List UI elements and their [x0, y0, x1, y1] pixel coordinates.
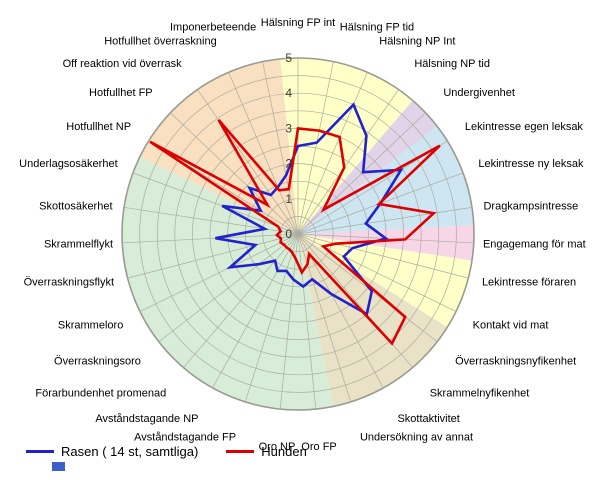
axis-label-27: Hotfullhet FP	[89, 87, 153, 99]
radial-tick-1: 1	[285, 192, 292, 206]
axis-label-8: Engagemang för mat	[483, 238, 586, 250]
series-polygon-hunden	[149, 119, 441, 346]
legend: Rasen ( 14 st, samtliga) Hunden	[26, 444, 307, 459]
axis-label-14: Undersökning av annat	[360, 431, 473, 443]
legend-label-hunden: Hunden	[261, 444, 307, 459]
axis-label-29: Hotfullhet överraskning	[104, 36, 217, 48]
axis-label-3: Hälsning NP tid	[414, 58, 490, 70]
axis-label-24: Skottosäkerhet	[39, 201, 112, 213]
grid-spoke	[297, 233, 413, 368]
radial-tick-2: 2	[285, 157, 292, 171]
grid-spoke	[170, 112, 299, 235]
axis-label-16: Oro NP	[259, 441, 296, 453]
grid-spoke	[297, 207, 473, 235]
grid-spoke	[297, 233, 317, 410]
grid-spoke	[244, 233, 299, 403]
radial-tick-5: 5	[285, 51, 292, 65]
sector-wedge-3	[298, 225, 474, 261]
axis-label-17: Avståndstagande FP	[134, 431, 236, 443]
grid-spoke	[197, 89, 299, 235]
legend-item-rasen: Rasen ( 14 st, samtliga)	[26, 444, 198, 459]
grid-spoke	[297, 233, 384, 389]
grid-spoke	[139, 233, 299, 312]
grid-spoke	[183, 233, 299, 368]
legend-swatch-hunden	[226, 450, 255, 453]
axis-label-21: Skrammeloro	[58, 320, 123, 332]
axis-label-11: Överraskningsnyfikenhet	[455, 356, 576, 368]
grid-spoke	[297, 72, 368, 235]
grid-spoke	[297, 61, 334, 235]
axis-label-12: Skrammelnyfikenhet	[430, 387, 530, 399]
axis-label-6: Lekintresse ny leksak	[478, 158, 584, 170]
legend-swatch-rasen	[26, 450, 54, 453]
grid-spoke	[127, 233, 299, 279]
grid-spoke	[158, 233, 299, 343]
axis-label-0: Hälsning FP int	[261, 17, 335, 29]
axis-label-2: Hälsning NP Int	[379, 36, 455, 48]
axis-label-9: Lekintresse föraren	[482, 277, 576, 289]
axis-label-20: Överraskningsoro	[54, 356, 141, 368]
axis-label-15: Oro FP	[301, 441, 336, 453]
sector-wedge-6	[122, 156, 334, 410]
axis-label-19: Förarbundenhet promenad	[35, 387, 166, 399]
axis-label-28: Off reaktion vid överrask	[63, 58, 183, 70]
axis-label-23: Skrammelflykt	[44, 238, 113, 250]
axis-label-5: Lekintresse egen leksak	[465, 121, 584, 133]
axis-label-1: Hälsning FP tid	[340, 22, 414, 34]
grid-spoke	[228, 72, 299, 235]
axis-label-26: Hotfullhet NP	[66, 121, 131, 133]
axis-label-7: Dragkampsintresse	[483, 201, 578, 213]
grid-spoke	[122, 233, 299, 244]
axis-label-13: Skottaktivitet	[397, 413, 459, 425]
grid-spoke	[212, 233, 299, 389]
axis-label-25: Underlagsosäkerhet	[19, 158, 117, 170]
grid-spoke	[123, 207, 299, 235]
grid-spoke	[297, 89, 399, 235]
radial-tick-0: 0	[285, 227, 292, 241]
sector-wedge-4	[298, 234, 472, 328]
axis-label-10: Kontakt vid mat	[473, 320, 549, 332]
axis-label-4: Undergivenhet	[443, 87, 515, 99]
sector-wedge-0	[280, 58, 413, 234]
radial-tick-4: 4	[285, 86, 292, 100]
grid-spoke	[279, 233, 299, 410]
legend-item-hunden: Hunden	[226, 444, 307, 459]
axis-label-22: Överraskningsflykt	[24, 277, 114, 289]
grid-spoke	[297, 233, 469, 279]
radial-tick-3: 3	[285, 121, 292, 135]
legend-label-rasen: Rasen ( 14 st, samtliga)	[61, 444, 199, 459]
grid-spoke	[262, 61, 299, 235]
axis-label-18: Avståndstagande NP	[95, 413, 198, 425]
sector-wedge-2	[298, 126, 474, 234]
blue-mark	[52, 462, 65, 471]
grid-spoke	[132, 172, 299, 235]
axis-label-30: Imponerbeteende	[170, 22, 256, 34]
